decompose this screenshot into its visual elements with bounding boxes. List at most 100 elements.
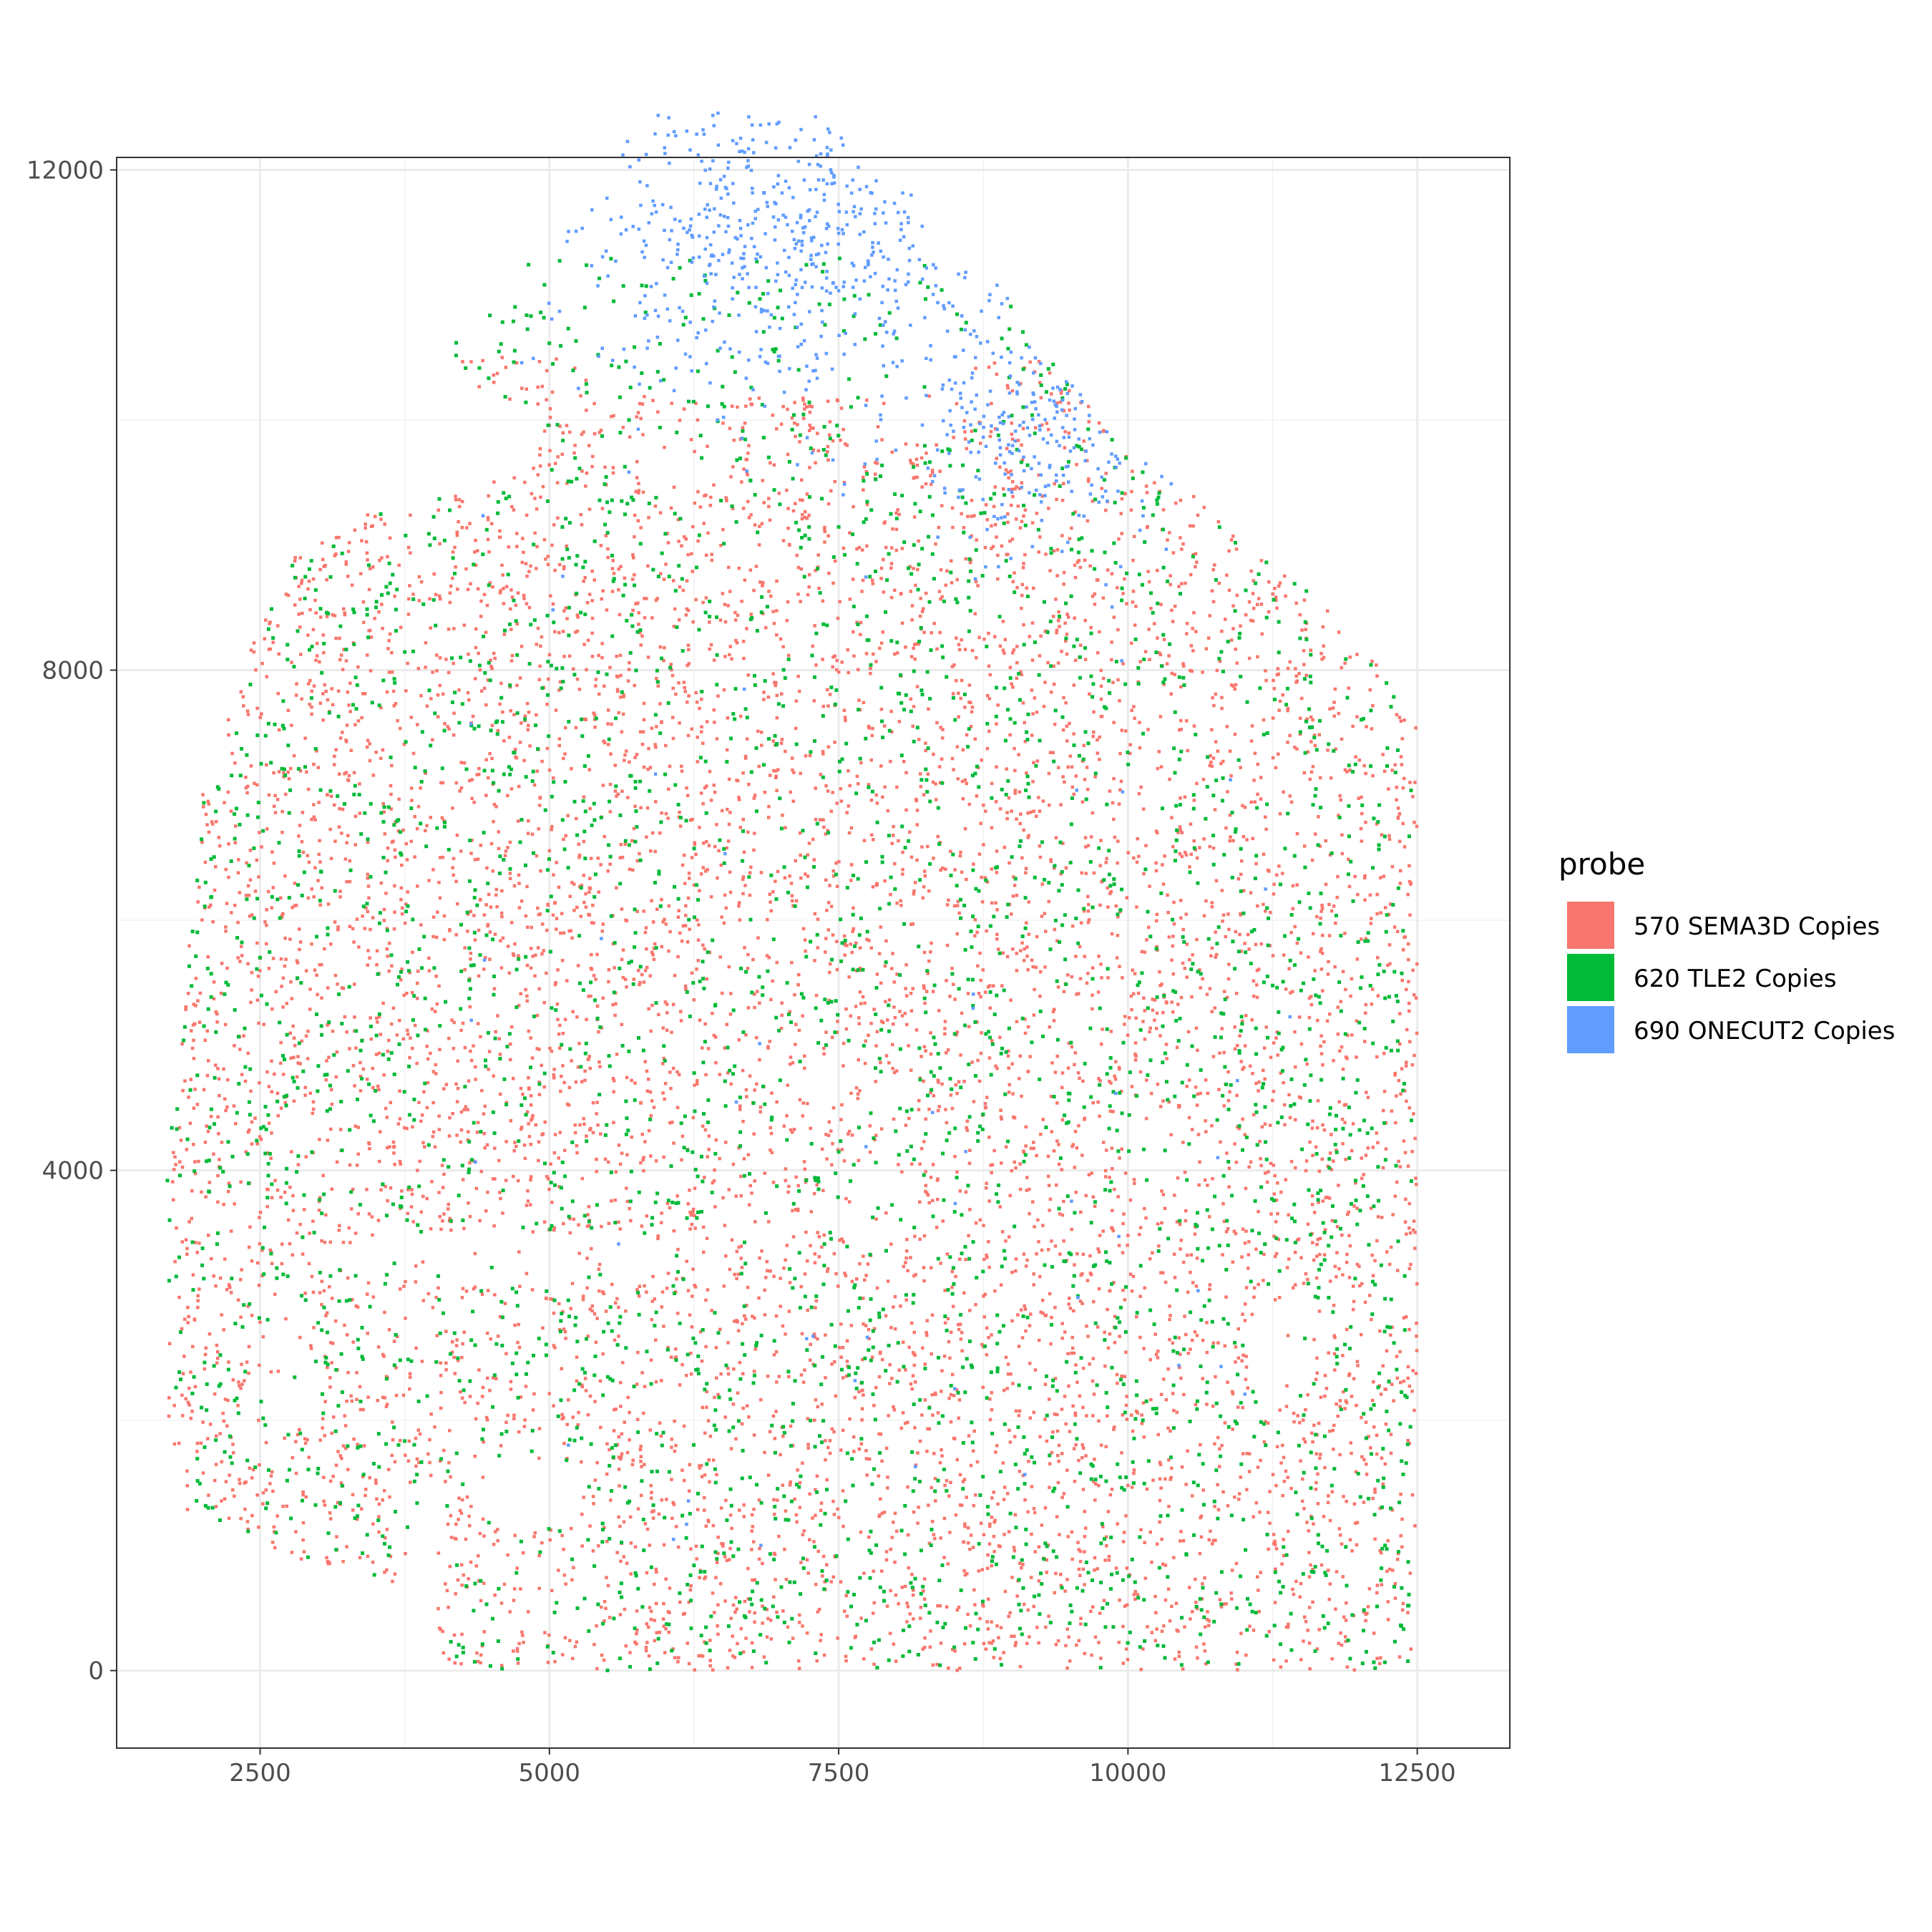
point-sema3d [333, 920, 337, 924]
point-sema3d [734, 1437, 738, 1441]
point-sema3d [398, 1018, 401, 1023]
point-sema3d [1353, 874, 1357, 879]
point-sema3d [261, 1502, 265, 1506]
point-sema3d [1042, 705, 1046, 708]
point-sema3d [330, 687, 333, 691]
point-sema3d [524, 987, 527, 992]
point-sema3d [1010, 503, 1013, 507]
point-sema3d [615, 654, 618, 658]
point-sema3d [862, 1254, 865, 1258]
point-sema3d [939, 1536, 942, 1540]
point-sema3d [652, 947, 656, 950]
point-sema3d [1013, 791, 1017, 795]
point-sema3d [936, 1604, 940, 1608]
point-sema3d [374, 1478, 378, 1482]
point-sema3d [704, 553, 708, 557]
point-sema3d [693, 841, 696, 844]
point-sema3d [849, 1324, 854, 1327]
point-sema3d [233, 904, 237, 907]
point-sema3d [924, 1049, 927, 1053]
point-sema3d [806, 1446, 810, 1450]
point-sema3d [310, 817, 313, 821]
point-sema3d [435, 935, 439, 940]
point-sema3d [1325, 1019, 1330, 1023]
point-sema3d [1253, 751, 1257, 755]
point-sema3d [1078, 1549, 1083, 1553]
point-sema3d [1204, 1078, 1208, 1082]
point-sema3d [922, 885, 926, 889]
point-sema3d [839, 1580, 843, 1584]
point-sema3d [895, 972, 899, 976]
point-sema3d [713, 1169, 716, 1172]
point-sema3d [580, 469, 584, 473]
point-sema3d [884, 1054, 889, 1058]
point-sema3d [864, 469, 868, 474]
point-sema3d [908, 1612, 912, 1616]
point-sema3d [1398, 882, 1402, 885]
point-sema3d [867, 1337, 871, 1340]
point-sema3d [1340, 1542, 1344, 1546]
point-sema3d [1118, 699, 1121, 703]
point-sema3d [504, 1179, 508, 1182]
point-sema3d [1294, 1579, 1298, 1584]
point-sema3d [1221, 1602, 1225, 1606]
point-sema3d [899, 899, 902, 903]
point-sema3d [1298, 732, 1302, 736]
point-sema3d [549, 594, 552, 597]
point-sema3d [577, 1223, 580, 1226]
point-sema3d [1194, 1284, 1199, 1288]
point-sema3d [963, 1522, 967, 1526]
point-sema3d [892, 1023, 895, 1026]
point-sema3d [1383, 906, 1387, 909]
point-sema3d [985, 1326, 989, 1330]
point-sema3d [411, 592, 415, 596]
point-sema3d [515, 1566, 519, 1570]
point-sema3d [1037, 473, 1040, 477]
point-sema3d [1198, 1160, 1201, 1164]
point-sema3d [850, 1133, 854, 1137]
point-sema3d [1345, 1260, 1349, 1264]
point-sema3d [533, 497, 537, 500]
point-sema3d [470, 778, 474, 781]
point-sema3d [711, 1591, 715, 1595]
point-sema3d [431, 670, 434, 674]
point-sema3d [516, 819, 520, 823]
point-sema3d [635, 415, 638, 419]
point-sema3d [642, 980, 646, 984]
point-sema3d [662, 1601, 665, 1606]
point-sema3d [1404, 1315, 1408, 1319]
point-sema3d [809, 1210, 813, 1214]
point-sema3d [1047, 1614, 1050, 1618]
point-sema3d [927, 889, 931, 893]
point-sema3d [834, 559, 837, 563]
point-sema3d [645, 806, 650, 810]
point-sema3d [510, 654, 514, 658]
point-sema3d [1038, 535, 1042, 539]
point-sema3d [741, 426, 745, 429]
point-sema3d [1125, 1418, 1129, 1421]
point-sema3d [768, 1040, 771, 1043]
point-sema3d [1351, 1122, 1355, 1126]
point-sema3d [367, 896, 371, 900]
point-sema3d [741, 1322, 744, 1326]
point-sema3d [891, 1043, 894, 1047]
point-sema3d [943, 1321, 947, 1324]
point-sema3d [935, 721, 939, 725]
point-sema3d [1091, 811, 1095, 815]
point-sema3d [1132, 992, 1136, 996]
point-sema3d [839, 1322, 843, 1326]
point-sema3d [728, 1649, 732, 1652]
point-sema3d [1111, 1209, 1114, 1212]
point-sema3d [1364, 1002, 1367, 1007]
point-sema3d [1342, 1495, 1345, 1498]
point-sema3d [1311, 718, 1314, 722]
point-sema3d [648, 1090, 653, 1094]
point-sema3d [543, 1631, 547, 1634]
point-sema3d [518, 676, 522, 680]
point-sema3d [857, 1390, 861, 1394]
point-sema3d [762, 1655, 766, 1659]
point-sema3d [303, 1085, 307, 1089]
point-sema3d [459, 1662, 463, 1666]
point-sema3d [1250, 1312, 1254, 1317]
point-sema3d [634, 602, 638, 605]
